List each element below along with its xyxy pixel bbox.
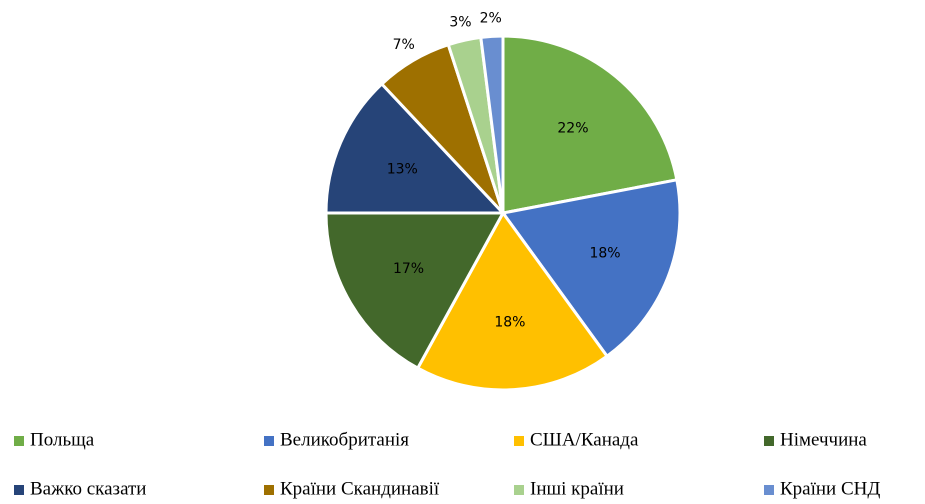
legend-swatch [764, 485, 774, 495]
pie-slice [324, 81, 507, 215]
legend-swatch [764, 436, 774, 446]
data-label: 2% [480, 10, 502, 26]
legend-label: Інші країни [530, 478, 624, 499]
legend-label: Країни Скандинавії [280, 478, 440, 499]
data-label: 13% [387, 161, 418, 177]
legend-swatch [14, 436, 24, 446]
legend-label: Польща [30, 429, 95, 450]
legend-label: США/Канада [530, 429, 639, 450]
legend-swatch [514, 436, 524, 446]
data-label: 7% [393, 37, 415, 53]
pie-slice [415, 210, 610, 392]
legend-label: Німеччина [780, 429, 867, 450]
data-label: 18% [589, 245, 620, 261]
pie-slice [479, 34, 505, 214]
legend-swatch [514, 485, 524, 495]
data-label: 17% [393, 261, 424, 277]
pie-slice [501, 34, 679, 215]
legend-label: Країни СНД [780, 478, 880, 499]
legend-swatch [14, 485, 24, 495]
data-label: 3% [449, 15, 471, 31]
legend-swatch [264, 485, 274, 495]
legend-label: Великобританія [280, 429, 409, 450]
legend-label: Важко сказати [30, 478, 146, 499]
data-label: 18% [494, 315, 525, 331]
legend-swatch [264, 436, 274, 446]
pie-slice [500, 178, 682, 359]
pie-slice [324, 211, 506, 371]
data-label: 22% [557, 120, 588, 136]
